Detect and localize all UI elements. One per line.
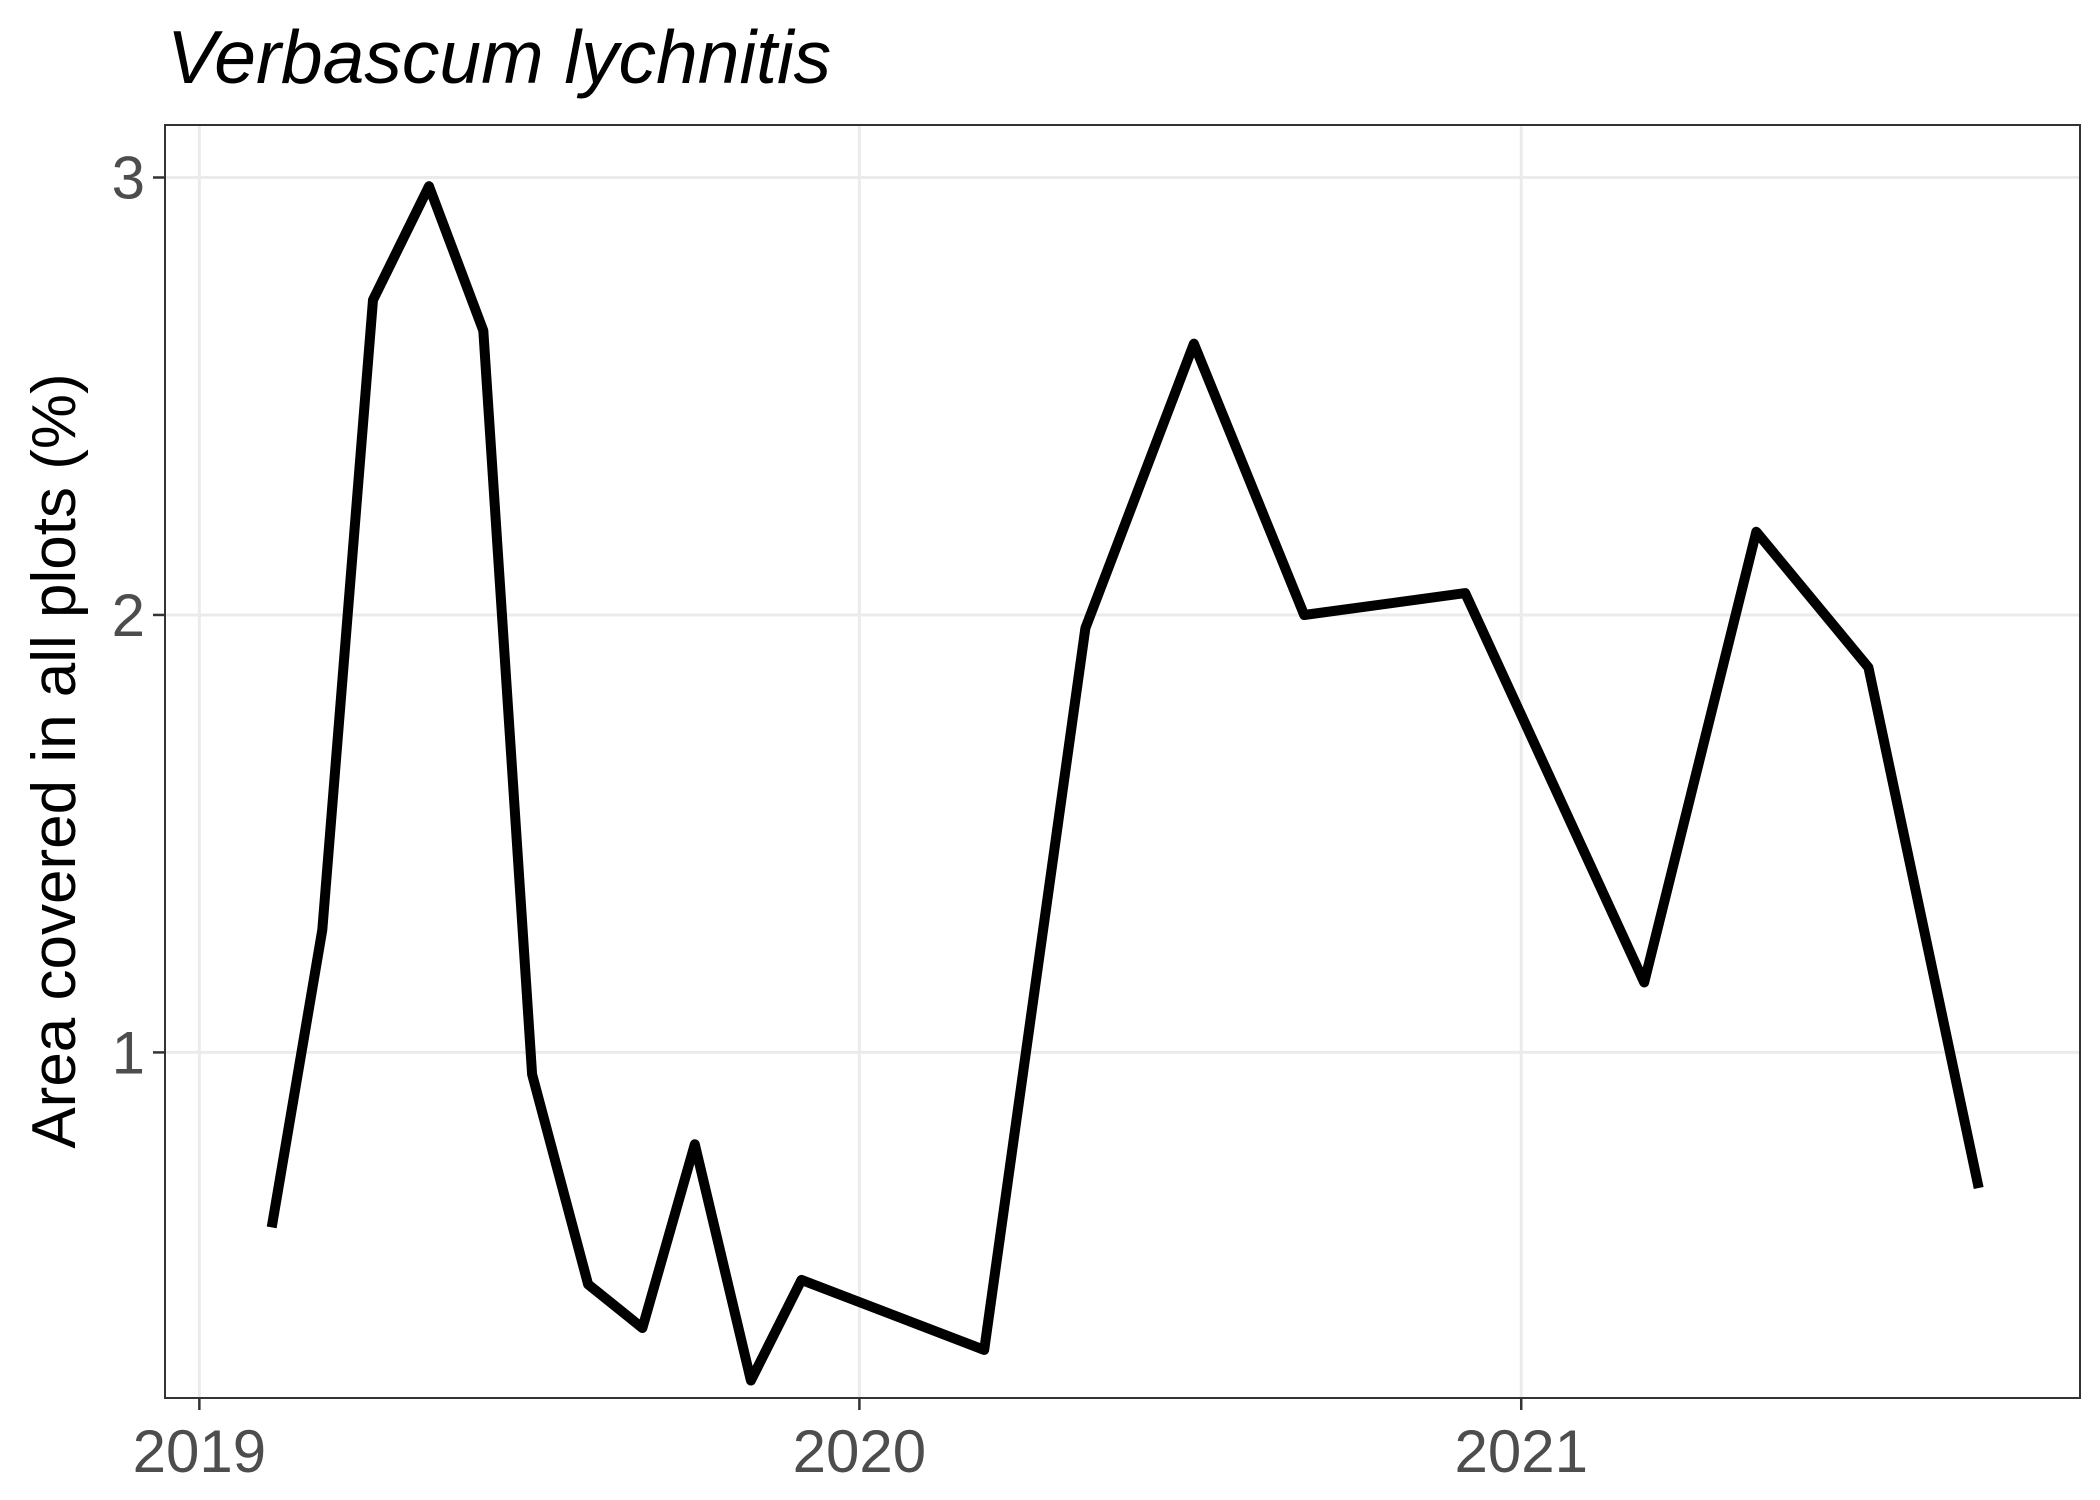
y-tick-label: 2	[112, 582, 145, 649]
y-axis-title: Area covered in all plots (%)	[20, 373, 89, 1148]
gridlines	[165, 125, 2080, 1398]
plot-panel	[164, 124, 2081, 1399]
x-axis: 2019 2020 2021	[133, 1398, 1588, 1485]
x-tick-label: 2020	[793, 1418, 926, 1485]
x-tick-label: 2019	[133, 1418, 266, 1485]
x-tick-label: 2021	[1454, 1418, 1587, 1485]
y-axis: 1 2 3	[112, 144, 165, 1086]
series-line	[266, 181, 1984, 1386]
y-tick-label: 3	[112, 144, 145, 211]
chart-title: Verbascum lychnitis	[167, 15, 831, 99]
y-tick-label: 1	[112, 1019, 145, 1086]
series-group	[266, 181, 1984, 1386]
